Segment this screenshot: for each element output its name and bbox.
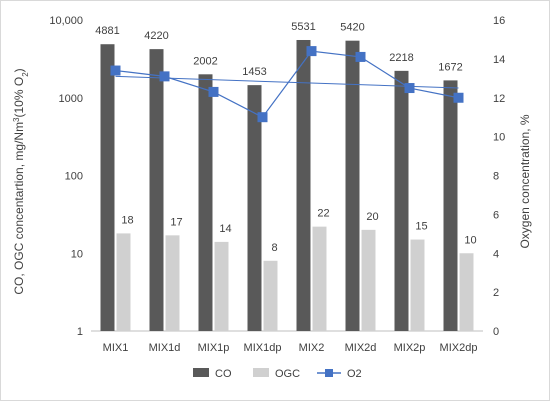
co-data-label: 4220 (144, 30, 168, 42)
right-tick-label: 12 (493, 93, 505, 105)
o2-marker (257, 112, 268, 123)
category-label: MIX1 (103, 342, 129, 354)
co-data-label: 2002 (193, 55, 217, 67)
right-tick-label: 10 (493, 132, 505, 144)
ogc-bar (116, 233, 131, 331)
co-bar (198, 74, 213, 332)
ogc-data-label: 18 (121, 214, 133, 226)
category-labels: MIX1 MIX1d MIX1p MIX1dp MIX2 MIX2d MIX2p MIX2dp (103, 342, 478, 354)
co-data-label: 5531 (291, 21, 315, 33)
co-bar (149, 49, 164, 331)
right-axis-title: Oxygen concentration, % (518, 114, 532, 248)
category-label: MIX2 (299, 342, 325, 354)
ogc-bar (263, 260, 278, 331)
ogc-bar (214, 241, 229, 331)
left-tick-label: 10,000 (49, 15, 83, 27)
ogc-data-label: 14 (219, 223, 231, 235)
ogc-data-label: 15 (415, 221, 427, 233)
o2-marker (404, 83, 415, 94)
ogc-data-label: 20 (366, 211, 378, 223)
data-labels-group: 4881 18 4220 17 2002 14 1453 8 5531 22 5420 20 2218 1… (95, 21, 476, 254)
left-tick-label: 1000 (59, 93, 83, 105)
ogc-bar (410, 239, 425, 331)
right-axis-ticks: 0 2 4 6 8 10 12 14 16 (493, 15, 505, 338)
legend: CO OGC O2 (193, 368, 362, 380)
category-label: MIX2dp (440, 342, 478, 354)
co-bar (247, 85, 262, 331)
category-label: MIX1d (149, 342, 181, 354)
o2-marker (355, 51, 366, 62)
left-tick-label: 10 (71, 248, 83, 260)
legend-item-ogc: OGC (253, 368, 300, 380)
ogc-data-label: 17 (170, 216, 182, 228)
co-bar (345, 40, 360, 332)
o2-marker (453, 92, 464, 103)
category-label: MIX1p (198, 342, 230, 354)
ogc-data-label: 8 (271, 242, 277, 254)
co-bar (296, 39, 311, 332)
category-label: MIX2d (345, 342, 377, 354)
o2-marker (306, 46, 317, 57)
legend-marker-swatch (325, 369, 333, 377)
o2-line (115, 50, 459, 118)
right-tick-label: 14 (493, 54, 505, 66)
right-tick-label: 4 (493, 248, 499, 260)
ogc-bar (312, 226, 327, 331)
legend-swatch (253, 368, 269, 377)
co-data-label: 4881 (95, 25, 119, 37)
legend-swatch (193, 368, 209, 377)
o2-trendline (115, 75, 459, 89)
left-axis-title: CO, OGC concentartion, mg/Nm3(10% O2) (12, 68, 30, 294)
legend-label: CO (215, 368, 232, 380)
right-tick-label: 6 (493, 209, 499, 221)
co-data-label: 5420 (340, 22, 364, 34)
legend-label: O2 (347, 368, 362, 380)
right-tick-label: 16 (493, 15, 505, 27)
right-tick-label: 8 (493, 171, 499, 183)
ogc-bar (165, 235, 180, 331)
left-tick-label: 1 (77, 326, 83, 338)
ogc-data-label: 22 (317, 208, 329, 220)
ogc-bar (361, 229, 376, 331)
co-bar (443, 80, 458, 332)
left-tick-label: 100 (65, 171, 83, 183)
legend-label: OGC (275, 368, 300, 380)
co-bar (394, 70, 409, 331)
o2-line-group (110, 46, 464, 123)
o2-marker (208, 86, 219, 97)
category-label: MIX2p (394, 342, 426, 354)
category-label: MIX1dp (244, 342, 282, 354)
trendline-group (115, 75, 459, 89)
co-data-label: 1453 (242, 66, 266, 78)
co-bar (100, 44, 115, 331)
right-tick-label: 2 (493, 287, 499, 299)
o2-marker (159, 71, 170, 82)
left-axis-ticks: 1 10 100 1000 10,000 (49, 15, 83, 338)
bars-group (100, 39, 474, 332)
right-tick-label: 0 (493, 326, 499, 338)
co-data-label: 2218 (389, 52, 413, 64)
o2-marker (110, 65, 121, 76)
ogc-data-label: 10 (464, 234, 476, 246)
legend-item-o2: O2 (317, 368, 362, 380)
legend-item-co: CO (193, 368, 232, 380)
co-data-label: 1672 (438, 61, 462, 73)
ogc-bar (459, 253, 474, 331)
